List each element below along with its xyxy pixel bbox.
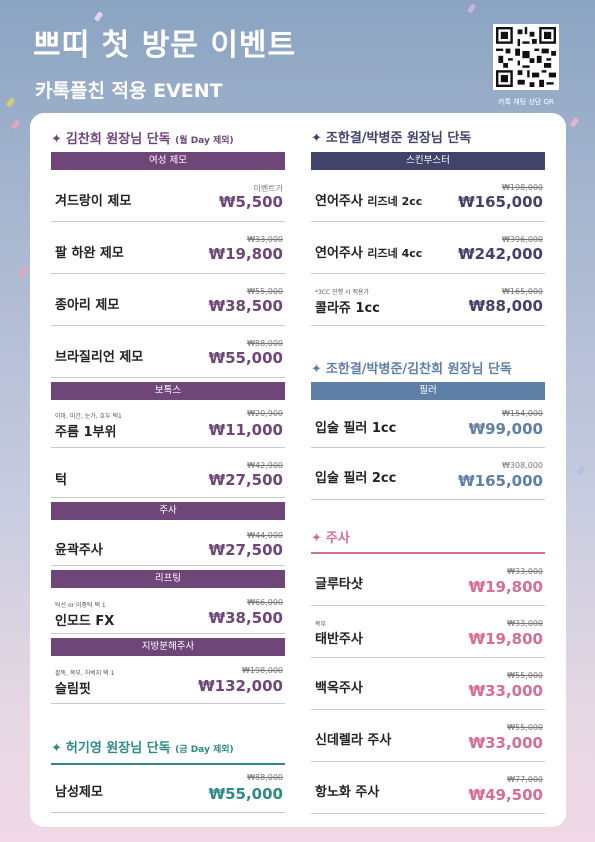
price-card: ✦ 김찬희 원장님 단독 (월 Day 제외) 여성 제모 겨드랑이 제모 이벤트… [30,113,566,827]
category-bar: 주사 [51,502,285,520]
confetti [11,695,22,706]
category-bar: 보톡스 [51,382,285,400]
confetti [575,465,586,476]
price-row: 이마, 미간, 눈가, 호두 택1 주름 1부위 ₩20,900 ₩11,000 [51,400,285,448]
qr-code[interactable] [493,24,559,90]
category-bar: 여성 제모 [51,152,285,170]
price-row: 복부 태반주사 ₩33,000 ₩19,800 [311,606,545,658]
price-row: 팔 하완 제모 ₩33,000 ₩19,800 [51,222,285,274]
price-row: 남성제모 ₩88,000 ₩55,000 [51,765,285,813]
section-divider [311,552,545,554]
sparkle-icon: ✦ [51,132,62,147]
price-row: 글루타샷 ₩33,000 ₩19,800 [311,554,545,606]
price-row: 겨드랑이 제모 이벤트가 ₩5,500 [51,170,285,222]
price-row: *3CC 진행 시 적용가 콜라쥬 1cc ₩165,000 ₩88,000 [311,274,545,326]
qr-icon [496,27,556,87]
price-row: 종아리 제모 ₩55,000 ₩38,500 [51,274,285,326]
sparkle-icon: ✦ [311,531,322,546]
price-row: 입술 필러 1cc ₩154,000 ₩99,000 [311,400,545,448]
price-row: 입술 필러 2cc ₩308,000 ₩165,000 [311,448,545,500]
page-subtitle: 카톡플친 적용 EVENT [35,80,223,102]
price-row: 연어주사 리즈네 4cc ₩396,000 ₩242,000 [311,222,545,274]
section-title-kim: ✦ 김찬희 원장님 단독 (월 Day 제외) [51,132,234,147]
category-bar: 필러 [311,382,545,400]
price-row: 항노화 주사 ₩77,000 ₩49,500 [311,762,545,814]
confetti [17,267,28,278]
confetti [466,3,477,14]
page-title: 쁘띠 첫 방문 이벤트 [33,28,297,63]
price-row: 턱선 or 이중턱 택 1 인모드 FX ₩66,000 ₩38,500 [51,588,285,634]
confetti [10,119,21,130]
section-title-heo: ✦ 허기영 원장님 단독 (금 Day 제외) [51,741,234,756]
qr-caption: 카톡 채팅 상담 QR [498,98,554,106]
section-title-injection: ✦ 주사 [311,531,350,546]
category-bar: 스킨부스터 [311,152,545,170]
price-row: 신데렐라 주사 ₩55,000 ₩33,000 [311,710,545,762]
section-title-filler: ✦ 조한결/박병준/김찬희 원장님 단독 [311,362,512,377]
confetti [569,117,580,128]
price-row: 턱 ₩42,900 ₩27,500 [51,448,285,498]
price-row: 팔뚝, 복부, 허벅지 택 1 슬림핏 ₩198,000 ₩132,000 [51,656,285,704]
price-row: 윤곽주사 ₩44,000 ₩27,500 [51,520,285,566]
section-title-cho: ✦ 조한결/박병준 원장님 단독 [311,131,472,146]
price-row: 연어주사 리즈네 2cc ₩198,000 ₩165,000 [311,170,545,222]
category-bar: 리프팅 [51,570,285,588]
confetti [5,97,16,108]
category-bar: 지방분해주사 [51,638,285,656]
sparkle-icon: ✦ [311,131,322,146]
sparkle-icon: ✦ [51,741,62,756]
sparkle-icon: ✦ [311,362,322,377]
section-divider [51,763,285,765]
price-row: 브라질리언 제모 ₩88,000 ₩55,000 [51,326,285,378]
price-row: 백옥주사 ₩55,000 ₩33,000 [311,658,545,710]
